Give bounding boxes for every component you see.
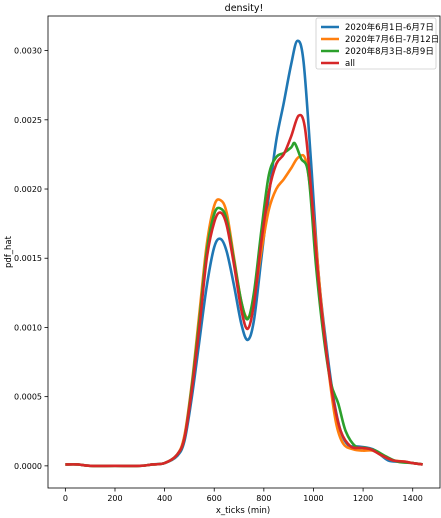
- y-tick-label: 0.0030: [14, 47, 42, 56]
- y-tick-label: 0.0025: [14, 116, 42, 125]
- x-axis-label: x_ticks (min): [216, 506, 270, 516]
- x-tick-label: 400: [157, 494, 172, 503]
- plot-frame: [47, 15, 441, 489]
- y-tick-label: 0.0015: [14, 254, 42, 263]
- x-tick-label: 800: [256, 494, 271, 503]
- y-tick-label: 0.0005: [14, 393, 42, 402]
- series-line-3: [65, 113, 423, 468]
- x-tick-label: 200: [107, 494, 122, 503]
- x-axis: 0 200 400 600 800 1000 1200 1400: [63, 488, 423, 503]
- x-tick-label: 1200: [353, 494, 373, 503]
- x-tick-label: 600: [207, 494, 222, 503]
- series-line-0: [65, 39, 423, 468]
- y-tick-label: 0.0010: [14, 323, 42, 332]
- series-line-2: [65, 141, 423, 468]
- legend-label-1: 2020年7月6日-7月12日: [345, 34, 439, 45]
- y-axis-label: pdf_hat: [4, 235, 14, 268]
- y-tick-label: 0.0020: [14, 185, 42, 194]
- chart-title: density!: [225, 3, 264, 14]
- y-tick-label: 0.0000: [14, 462, 42, 471]
- series-lines: [65, 39, 423, 468]
- legend: 2020年6月1日-6月7日2020年7月6日-7月12日2020年8月3日-8…: [315, 17, 439, 70]
- x-tick-label: 1400: [403, 494, 423, 503]
- legend-label-0: 2020年6月1日-6月7日: [345, 22, 434, 33]
- legend-box: [315, 17, 437, 70]
- x-tick-label: 1000: [303, 494, 323, 503]
- legend-label-2: 2020年8月3日-8月9日: [345, 46, 434, 57]
- legend-label-3: all: [345, 59, 355, 69]
- y-axis: 0.0000 0.0005 0.0010 0.0015 0.0020 0.0025 0.00…: [14, 47, 48, 471]
- x-tick-label: 0: [63, 494, 68, 503]
